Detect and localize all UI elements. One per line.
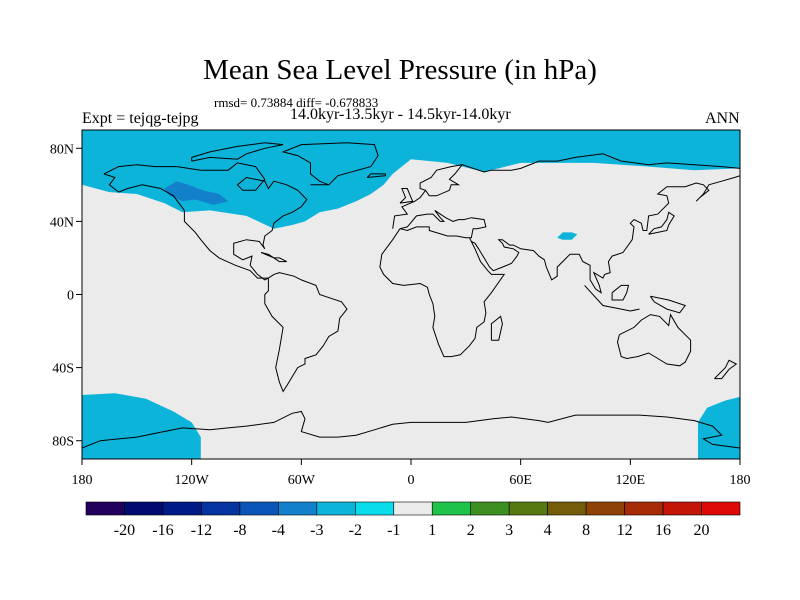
colorbar-swatch (585, 501, 625, 516)
colorbar-label: -1 (387, 522, 400, 539)
coastline (260, 252, 287, 263)
colorbar-swatch (124, 501, 164, 516)
coastline (490, 315, 503, 341)
colorbar-swatch (239, 501, 279, 516)
colorbar-label: -2 (349, 522, 362, 539)
x-tick-label: 60E (509, 473, 532, 488)
colorbar-label: 16 (655, 522, 671, 539)
anomaly-regions (82, 130, 740, 459)
colorbar-label: -4 (272, 522, 285, 539)
coastline (281, 142, 379, 186)
colorbar-label: 2 (467, 522, 475, 539)
coastline (366, 173, 386, 178)
colorbar-swatch (85, 501, 125, 516)
colorbar-label: 4 (544, 522, 552, 539)
x-tick-label: 180 (730, 473, 751, 488)
coastline (103, 162, 308, 281)
x-axis: 180 120W 60W 0 60E 120E 180 (72, 459, 751, 488)
y-tick-label: 40S (52, 362, 74, 377)
x-tick-label: 180 (72, 473, 93, 488)
coastline (462, 153, 740, 173)
coastline (392, 163, 464, 229)
colorbar-label: 20 (694, 522, 710, 539)
period-annotation: 14.0kyr-13.5kyr - 14.5kyr-14.0kyr (290, 106, 511, 123)
colorbar-label: -8 (233, 522, 246, 539)
coastlines (82, 142, 740, 449)
coastline (714, 359, 738, 380)
stats-annotation: rmsd= 0.73884 diff= -0.678833 (214, 95, 379, 110)
y-tick-label: 0 (67, 289, 74, 304)
x-tick-label: 120W (175, 473, 210, 488)
colorbar-swatch (624, 501, 664, 516)
coastline (399, 209, 487, 239)
colorbar-swatch (162, 501, 202, 516)
anomaly-region (557, 232, 578, 240)
colorbar-label: -12 (191, 522, 212, 539)
colorbar-label: -3 (310, 522, 323, 539)
experiment-label: Expt = tejqg-tejpg (82, 110, 199, 127)
colorbar-label: 8 (582, 522, 590, 539)
colorbar-swatch (508, 501, 548, 516)
coastline (616, 313, 692, 367)
colorbar: -20 -16 -12 -8 -4 -3 -2 -1 1 2 3 4 8 12 16 20 (85, 501, 741, 539)
coastline (611, 284, 630, 301)
colorbar-swatch (278, 501, 318, 516)
colorbar-swatch (701, 501, 741, 516)
anomaly-region (82, 130, 740, 229)
x-tick-label: 120E (616, 473, 646, 488)
colorbar-swatch (354, 501, 395, 516)
coastline (82, 410, 740, 449)
x-tick-label: 60W (288, 473, 316, 488)
colorbar-swatch (431, 501, 472, 516)
coastline (648, 211, 675, 235)
coastline (191, 142, 284, 162)
y-axis: 80N 40N 0 40S 80S (50, 142, 82, 450)
chart-title: Mean Sea Level Pressure (in hPa) (203, 54, 597, 86)
colorbar-swatch (662, 501, 702, 516)
colorbar-swatch (393, 501, 433, 516)
x-tick-label: 0 (408, 473, 415, 488)
y-tick-label: 40N (50, 215, 74, 230)
colorbar-label: -20 (114, 522, 135, 539)
coastline (649, 295, 687, 314)
coastline (379, 228, 506, 358)
coastline (264, 272, 348, 393)
coastline (471, 175, 740, 294)
y-tick-label: 80S (52, 435, 74, 450)
map-plot-area (81, 129, 741, 460)
anomaly-region (698, 396, 740, 459)
colorbar-label: 12 (617, 522, 633, 539)
season-label: ANN (705, 110, 740, 127)
colorbar-label: -16 (152, 522, 173, 539)
anomaly-region (164, 181, 229, 205)
colorbar-swatch (547, 501, 587, 516)
y-tick-label: 80N (50, 142, 74, 157)
coastline (399, 188, 414, 204)
colorbar-swatch (470, 501, 510, 516)
coastline (584, 285, 640, 312)
colorbar-label: 3 (505, 522, 513, 539)
anomaly-region (82, 393, 201, 459)
colorbar-swatch (316, 501, 356, 516)
colorbar-label: 1 (428, 522, 436, 539)
colorbar-swatch (201, 501, 241, 516)
